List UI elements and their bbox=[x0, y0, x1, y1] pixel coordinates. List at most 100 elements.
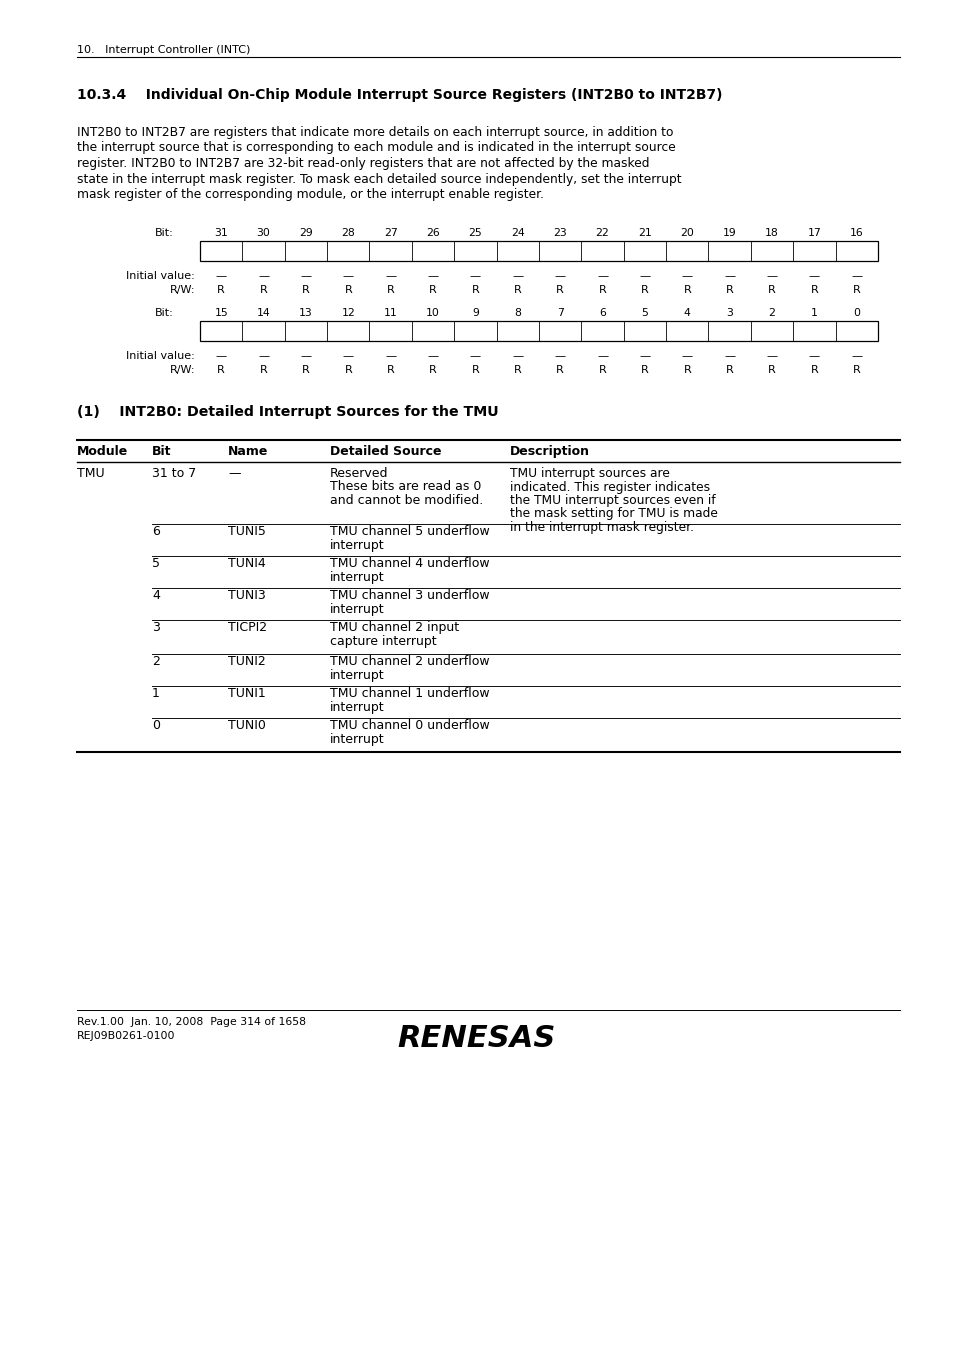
Text: R: R bbox=[682, 364, 691, 375]
Text: 12: 12 bbox=[341, 308, 355, 319]
Text: 27: 27 bbox=[383, 228, 397, 238]
Text: 11: 11 bbox=[383, 308, 397, 319]
Text: R: R bbox=[810, 285, 818, 296]
Text: —: — bbox=[765, 271, 777, 281]
Text: These bits are read as 0: These bits are read as 0 bbox=[330, 481, 481, 494]
Text: 25: 25 bbox=[468, 228, 482, 238]
Text: —: — bbox=[427, 351, 438, 360]
Text: TUNI4: TUNI4 bbox=[228, 558, 266, 570]
Text: 10.   Interrupt Controller (INTC): 10. Interrupt Controller (INTC) bbox=[77, 45, 250, 55]
Text: —: — bbox=[342, 351, 354, 360]
Bar bbox=[200, 242, 877, 261]
Text: —: — bbox=[470, 351, 480, 360]
Text: 19: 19 bbox=[722, 228, 736, 238]
Text: 6: 6 bbox=[152, 525, 160, 539]
Text: 22: 22 bbox=[595, 228, 609, 238]
Text: 14: 14 bbox=[256, 308, 270, 319]
Text: 0: 0 bbox=[852, 308, 860, 319]
Text: interrupt: interrupt bbox=[330, 571, 384, 583]
Text: —: — bbox=[850, 271, 862, 281]
Text: TMU: TMU bbox=[77, 467, 105, 481]
Text: RENESAS: RENESAS bbox=[397, 1025, 556, 1053]
Text: REJ09B0261-0100: REJ09B0261-0100 bbox=[77, 1031, 175, 1041]
Text: 20: 20 bbox=[679, 228, 694, 238]
Text: TMU channel 3 underflow: TMU channel 3 underflow bbox=[330, 589, 489, 602]
Text: —: — bbox=[808, 271, 820, 281]
Text: R: R bbox=[217, 364, 225, 375]
Text: 9: 9 bbox=[472, 308, 478, 319]
Text: 4: 4 bbox=[152, 589, 160, 602]
Text: R: R bbox=[217, 285, 225, 296]
Text: —: — bbox=[385, 271, 395, 281]
Text: R: R bbox=[640, 364, 648, 375]
Text: —: — bbox=[512, 351, 523, 360]
Text: TUNI5: TUNI5 bbox=[228, 525, 266, 539]
Text: 2: 2 bbox=[768, 308, 775, 319]
Text: TMU channel 2 underflow: TMU channel 2 underflow bbox=[330, 655, 489, 668]
Text: 16: 16 bbox=[849, 228, 862, 238]
Text: 8: 8 bbox=[514, 308, 520, 319]
Text: interrupt: interrupt bbox=[330, 733, 384, 745]
Text: R: R bbox=[725, 364, 733, 375]
Text: TMU channel 0 underflow: TMU channel 0 underflow bbox=[330, 720, 489, 732]
Text: indicated. This register indicates: indicated. This register indicates bbox=[510, 481, 709, 494]
Text: —: — bbox=[342, 271, 354, 281]
Text: 28: 28 bbox=[341, 228, 355, 238]
Text: —: — bbox=[597, 351, 607, 360]
Text: R: R bbox=[556, 285, 563, 296]
Text: 1: 1 bbox=[152, 687, 160, 701]
Text: the TMU interrupt sources even if: the TMU interrupt sources even if bbox=[510, 494, 715, 508]
Text: the mask setting for TMU is made: the mask setting for TMU is made bbox=[510, 508, 717, 521]
Text: TMU channel 2 input: TMU channel 2 input bbox=[330, 621, 458, 634]
Text: 5: 5 bbox=[152, 558, 160, 570]
Text: —: — bbox=[257, 351, 269, 360]
Text: 2: 2 bbox=[152, 655, 160, 668]
Text: 7: 7 bbox=[557, 308, 563, 319]
Text: R: R bbox=[682, 285, 691, 296]
Text: —: — bbox=[681, 271, 692, 281]
Text: —: — bbox=[597, 271, 607, 281]
Text: TUNI3: TUNI3 bbox=[228, 589, 266, 602]
Text: —: — bbox=[723, 271, 735, 281]
Text: R: R bbox=[259, 285, 267, 296]
Text: TMU channel 4 underflow: TMU channel 4 underflow bbox=[330, 558, 489, 570]
Text: 10.3.4    Individual On-Chip Module Interrupt Source Registers (INT2B0 to INT2B7: 10.3.4 Individual On-Chip Module Interru… bbox=[77, 88, 721, 103]
Text: interrupt: interrupt bbox=[330, 539, 384, 552]
Text: 26: 26 bbox=[426, 228, 439, 238]
Text: R: R bbox=[302, 285, 310, 296]
Text: (1)    INT2B0: Detailed Interrupt Sources for the TMU: (1) INT2B0: Detailed Interrupt Sources f… bbox=[77, 405, 498, 418]
Text: Module: Module bbox=[77, 446, 128, 458]
Text: —: — bbox=[300, 271, 312, 281]
Text: —: — bbox=[850, 351, 862, 360]
Text: 1: 1 bbox=[810, 308, 817, 319]
Text: R: R bbox=[344, 285, 352, 296]
Text: —: — bbox=[228, 467, 240, 481]
Text: and cannot be modified.: and cannot be modified. bbox=[330, 494, 483, 508]
Text: —: — bbox=[470, 271, 480, 281]
Text: —: — bbox=[808, 351, 820, 360]
Text: R: R bbox=[429, 364, 436, 375]
Text: R: R bbox=[302, 364, 310, 375]
Text: Name: Name bbox=[228, 446, 268, 458]
Text: state in the interrupt mask register. To mask each detailed source independently: state in the interrupt mask register. To… bbox=[77, 173, 680, 185]
Text: —: — bbox=[723, 351, 735, 360]
Text: —: — bbox=[257, 271, 269, 281]
Text: R: R bbox=[598, 364, 606, 375]
Text: 30: 30 bbox=[256, 228, 271, 238]
Text: 18: 18 bbox=[764, 228, 778, 238]
Text: 24: 24 bbox=[511, 228, 524, 238]
Text: R: R bbox=[640, 285, 648, 296]
Text: —: — bbox=[512, 271, 523, 281]
Text: R: R bbox=[556, 364, 563, 375]
Text: TMU channel 5 underflow: TMU channel 5 underflow bbox=[330, 525, 489, 539]
Text: R: R bbox=[725, 285, 733, 296]
Text: Initial value:: Initial value: bbox=[126, 351, 194, 360]
Text: 17: 17 bbox=[807, 228, 821, 238]
Text: R: R bbox=[767, 364, 775, 375]
Text: 3: 3 bbox=[725, 308, 732, 319]
Text: 31: 31 bbox=[214, 228, 228, 238]
Text: TICPI2: TICPI2 bbox=[228, 621, 267, 634]
Text: Reserved: Reserved bbox=[330, 467, 388, 481]
Text: 21: 21 bbox=[638, 228, 651, 238]
Text: Description: Description bbox=[510, 446, 589, 458]
